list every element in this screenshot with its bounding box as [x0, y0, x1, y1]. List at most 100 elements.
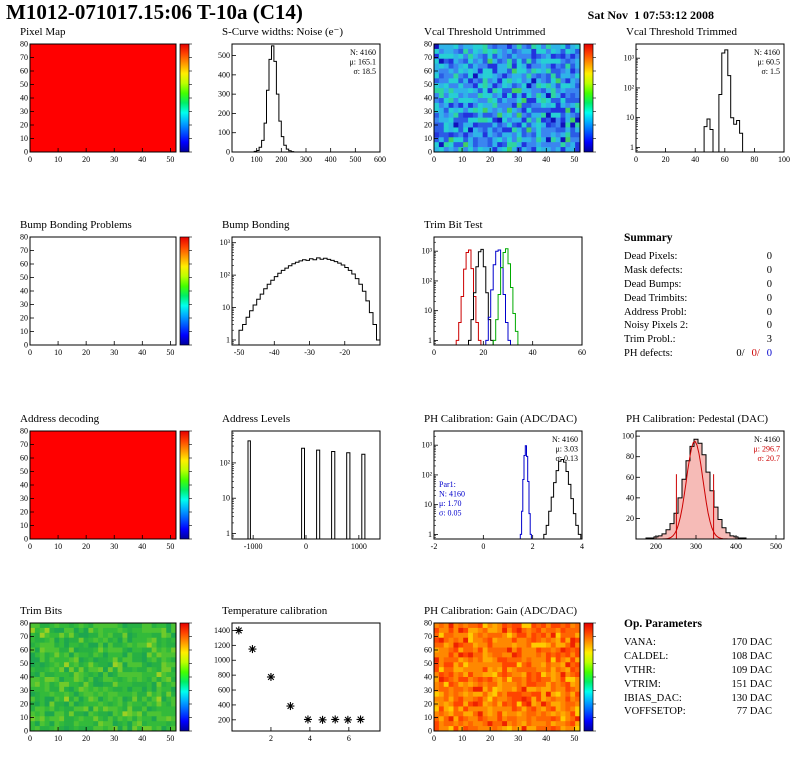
svg-text:0: 0 [28, 348, 32, 357]
svg-text:500: 500 [349, 155, 361, 164]
svg-text:30: 30 [110, 348, 118, 357]
svg-text:μ: 296.7: μ: 296.7 [753, 445, 780, 454]
svg-text:10: 10 [20, 327, 28, 336]
svg-text:40: 40 [20, 673, 28, 682]
row-value: 0 [760, 279, 772, 290]
svg-text:0: 0 [634, 155, 638, 164]
panel-title: Pixel Map [20, 26, 66, 38]
svg-text:70: 70 [424, 632, 432, 641]
svg-text:40: 40 [138, 542, 146, 551]
svg-text:40: 40 [626, 493, 634, 502]
svg-text:400: 400 [218, 70, 230, 79]
panel-title: S-Curve widths: Noise (e⁻) [222, 26, 343, 38]
row-value-part: 3 [766, 334, 772, 346]
svg-text:50: 50 [20, 659, 28, 668]
row-value-part: 0 [766, 278, 772, 290]
svg-text:200: 200 [275, 155, 287, 164]
svg-text:0: 0 [28, 542, 32, 551]
row-label: Dead Bumps: [624, 278, 682, 290]
panel-title: PH Calibration: Pedestal (DAC) [626, 413, 769, 425]
svg-text:σ: 1.5: σ: 1.5 [761, 67, 780, 76]
svg-text:4: 4 [580, 542, 584, 551]
row-value-part: 0 [766, 347, 772, 359]
panel-trim-bit-test: Trim Bit Test 0 20 40 60 1 10 10² 10³ [408, 219, 606, 405]
svg-text:20: 20 [662, 155, 670, 164]
row-value-part: 0 [766, 251, 772, 263]
svg-text:10: 10 [424, 713, 432, 722]
svg-text:-1000: -1000 [244, 542, 263, 551]
panel-vcal-untrimmed: Vcal Threshold Untrimmed 0 10 20 30 40 50 0 10 2… [408, 26, 606, 212]
row-label: IBIAS_DAC: [624, 692, 682, 704]
svg-text:50: 50 [20, 467, 28, 476]
svg-text:60: 60 [424, 646, 432, 655]
svg-text:400: 400 [218, 700, 230, 709]
svg-text:0: 0 [304, 542, 308, 551]
row-value: 170 DAC [724, 637, 772, 648]
row-value-part: 170 DAC [731, 637, 772, 649]
panel-bump-bonding: Bump Bonding -50 -40 -30 -20 1 10 10² 10³ [206, 219, 404, 405]
svg-text:20: 20 [82, 542, 90, 551]
summary-row: Dead Trimbits: 0 [624, 291, 772, 305]
svg-text:10: 10 [54, 348, 62, 357]
svg-text:10: 10 [458, 155, 466, 164]
svg-text:-50: -50 [234, 348, 245, 357]
svg-text:200: 200 [650, 542, 662, 551]
svg-text:40: 40 [424, 94, 432, 103]
svg-text:60: 60 [721, 155, 729, 164]
svg-text:2: 2 [531, 542, 535, 551]
svg-text:200: 200 [218, 109, 230, 118]
svg-text:20: 20 [486, 734, 494, 743]
svg-text:30: 30 [110, 542, 118, 551]
svg-text:100: 100 [218, 128, 230, 137]
svg-text:σ: 0.05: σ: 0.05 [439, 509, 462, 518]
svg-text:30: 30 [110, 734, 118, 743]
svg-text:60: 60 [20, 260, 28, 269]
summary-row: Noisy Pixels 2: 0 [624, 319, 772, 333]
svg-text:1: 1 [630, 143, 634, 152]
summary-row: Dead Pixels: 0 [624, 250, 772, 264]
svg-text:0: 0 [226, 148, 230, 157]
panel-pixel-map: Pixel Map 0 10 20 30 40 50 0 10 20 30 40 50 60 70 80 [4, 26, 202, 212]
svg-text:σ: 0.13: σ: 0.13 [555, 454, 578, 463]
svg-text:20: 20 [626, 514, 634, 523]
row-value: 0 [760, 320, 772, 331]
svg-text:40: 40 [138, 348, 146, 357]
svg-text:1: 1 [428, 530, 432, 539]
svg-text:0: 0 [24, 341, 28, 350]
ph-gain-map-chart: 0 10 20 30 40 50 0 10 20 30 40 50 60 70 80 [408, 618, 606, 746]
row-value: 0 [760, 293, 772, 304]
svg-text:500: 500 [770, 542, 782, 551]
svg-text:30: 30 [20, 494, 28, 503]
row-value-part: 77 DAC [736, 706, 772, 718]
row-label: Address Probl: [624, 306, 687, 318]
svg-text:20: 20 [20, 508, 28, 517]
address-decoding-chart: 0 10 20 30 40 50 0 10 20 30 40 50 60 70 80 [4, 426, 202, 554]
svg-text:50: 50 [570, 155, 578, 164]
svg-text:0: 0 [24, 727, 28, 736]
svg-text:6: 6 [347, 734, 351, 743]
row-label: VOFFSETOP: [624, 706, 686, 718]
svg-text:50: 50 [166, 155, 174, 164]
row-value-part: 151 DAC [731, 678, 772, 690]
svg-text:40: 40 [20, 94, 28, 103]
svg-text:300: 300 [690, 542, 702, 551]
svg-text:10²: 10² [220, 271, 231, 280]
svg-text:10: 10 [424, 306, 432, 315]
svg-text:40: 40 [138, 734, 146, 743]
svg-text:0: 0 [28, 734, 32, 743]
svg-text:1: 1 [226, 335, 230, 344]
svg-text:40: 40 [542, 734, 550, 743]
page-date: Sat Nov 1 07:53:12 2008 [587, 8, 714, 22]
svg-text:50: 50 [424, 80, 432, 89]
row-value-part: 0/ [751, 347, 760, 359]
summary-rows: Dead Pixels: 0 Mask defects: 0 Dead Bumps: 0 D… [624, 250, 772, 360]
panel-scurve-noise: S-Curve widths: Noise (e⁻) 0 100 200 300 400… [206, 26, 404, 212]
svg-text:N: 4160: N: 4160 [754, 435, 780, 444]
summary-row: Address Probl: 0 [624, 305, 772, 319]
svg-text:10: 10 [20, 521, 28, 530]
row-label: VTHR: [624, 664, 656, 676]
svg-text:600: 600 [374, 155, 386, 164]
svg-text:10²: 10² [220, 458, 231, 467]
svg-text:80: 80 [20, 619, 28, 628]
summary-row: Mask defects: 0 [624, 264, 772, 278]
